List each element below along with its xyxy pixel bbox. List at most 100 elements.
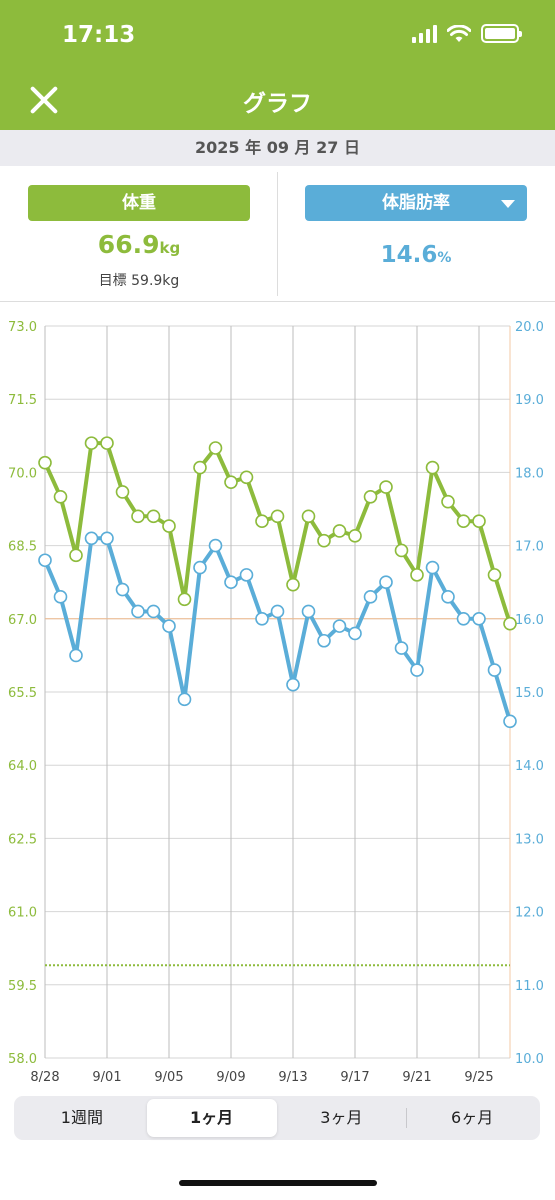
data-point-weight [84, 436, 99, 450]
data-point-body-fat [115, 582, 130, 597]
left-axis-tick-label: 58.0 [8, 1052, 37, 1067]
tab-6-months[interactable]: 6ヶ月 [451, 1108, 494, 1127]
x-axis-tick-label: 8/28 [30, 1070, 59, 1085]
weight-goal: 目標 59.9kg [98, 273, 180, 289]
data-point-body-fat [193, 560, 207, 575]
data-point-weight [363, 490, 378, 504]
summary-divider [277, 172, 278, 296]
left-axis-tick-label: 65.5 [8, 686, 37, 701]
data-point-body-fat [146, 604, 161, 619]
data-point-body-fat [317, 633, 331, 648]
data-point-body-fat [379, 575, 393, 590]
body-fat-unit: % [437, 250, 452, 266]
body-fat-number: 14.6 [380, 242, 438, 268]
right-axis-tick-label: 12.0 [515, 906, 544, 921]
data-point-body-fat [100, 531, 114, 546]
data-point-body-fat [286, 677, 300, 692]
data-point-body-fat [441, 590, 455, 604]
data-point-body-fat [425, 560, 440, 575]
x-axis-tick-label: 9/25 [464, 1070, 493, 1085]
wifi-icon [447, 24, 471, 42]
data-point-weight [456, 514, 471, 528]
data-point-body-fat [332, 619, 347, 633]
x-axis-tick-label: 9/09 [216, 1070, 245, 1085]
data-point-weight [317, 533, 331, 548]
data-point-weight [38, 455, 52, 470]
data-point-body-fat [69, 648, 83, 663]
data-point-body-fat [456, 611, 471, 626]
weight-button[interactable]: 体重 [28, 185, 250, 221]
date-label: 2025 年 09 月 27 日 [0, 130, 555, 166]
signal-icon [412, 24, 437, 43]
data-point-body-fat [394, 641, 409, 655]
data-point-weight [193, 460, 207, 475]
left-axis-tick-label: 71.5 [8, 393, 37, 408]
right-axis-tick-label: 16.0 [515, 613, 544, 628]
data-point-weight [348, 529, 362, 543]
weight-fat-chart[interactable]: 73.0 71.5 70.0 68.5 67.0 65.5 64.0 62.5 61.0 59.5… [0, 302, 555, 1092]
data-point-weight [425, 460, 440, 475]
range-segmented-control: 1週間 1ヶ月 3ヶ月 6ヶ月 [14, 1096, 540, 1140]
x-axis-tick-label: 9/01 [92, 1070, 121, 1085]
right-axis-tick-label: 15.0 [515, 686, 544, 701]
data-point-body-fat [410, 663, 424, 677]
body-fat-value: 14.6% [305, 242, 527, 268]
tab-1-month[interactable]: 1ヶ月 [146, 1099, 277, 1137]
data-point-weight [472, 514, 486, 528]
right-axis-tick-label: 19.0 [515, 393, 544, 408]
series-line-body-fat [43, 536, 512, 724]
weight-number: 66.9 [97, 230, 160, 259]
data-point-weight [301, 509, 316, 524]
data-point-body-fat [177, 692, 192, 707]
data-point-body-fat [224, 575, 238, 590]
data-point-body-fat [239, 568, 254, 582]
x-axis-tick-label: 9/05 [154, 1070, 183, 1085]
data-point-body-fat [472, 611, 486, 626]
data-point-weight [255, 514, 269, 528]
x-axis-tick-label: 9/13 [278, 1070, 307, 1085]
body-fat-dropdown[interactable]: 体脂肪率 [305, 185, 527, 221]
data-point-weight [503, 616, 517, 631]
data-point-body-fat [348, 626, 362, 641]
chevron-down-icon [501, 200, 515, 208]
data-point-body-fat [301, 604, 316, 619]
data-point-body-fat [131, 604, 145, 619]
data-point-weight [286, 577, 300, 592]
data-point-body-fat [84, 531, 99, 546]
segment-separator [406, 1108, 408, 1128]
status-bar: 17:13 [0, 0, 555, 70]
data-point-weight [441, 494, 455, 509]
x-axis-tick-label: 9/17 [340, 1070, 369, 1085]
data-point-weight [208, 441, 223, 455]
data-point-body-fat [503, 714, 517, 729]
data-point-weight [270, 509, 285, 524]
tab-1-week[interactable]: 1週間 [60, 1108, 103, 1127]
data-point-body-fat [38, 553, 52, 568]
data-point-body-fat [162, 619, 176, 633]
data-point-weight [69, 548, 83, 563]
right-axis-tick-label: 20.0 [515, 320, 544, 335]
data-point-body-fat [270, 604, 285, 619]
data-point-body-fat [487, 663, 502, 677]
data-point-body-fat [255, 611, 269, 626]
status-time: 17:13 [62, 22, 136, 48]
left-axis-tick-label: 61.0 [8, 906, 37, 921]
weight-value: 66.9kg [28, 230, 250, 259]
right-axis-tick-label: 13.0 [515, 832, 544, 847]
right-axis-tick-label: 17.0 [515, 540, 544, 555]
body-fat-label: 体脂肪率 [382, 193, 450, 213]
data-point-weight [131, 509, 145, 524]
right-axis-tick-label: 14.0 [515, 759, 544, 774]
tab-3-months[interactable]: 3ヶ月 [320, 1108, 363, 1127]
data-point-weight [53, 490, 68, 504]
left-axis-tick-label: 62.5 [8, 832, 37, 847]
right-axis-tick-label: 10.0 [515, 1052, 544, 1067]
data-point-weight [224, 475, 238, 489]
series-line-weight [43, 441, 512, 626]
data-point-weight [394, 543, 409, 558]
data-point-weight [115, 485, 130, 499]
status-icons [412, 24, 522, 43]
left-axis-tick-label: 73.0 [8, 320, 37, 335]
data-point-weight [379, 480, 393, 494]
summary-panel: 体重 66.9kg 目標 59.9kg 体脂肪率 14.6% [0, 166, 555, 302]
